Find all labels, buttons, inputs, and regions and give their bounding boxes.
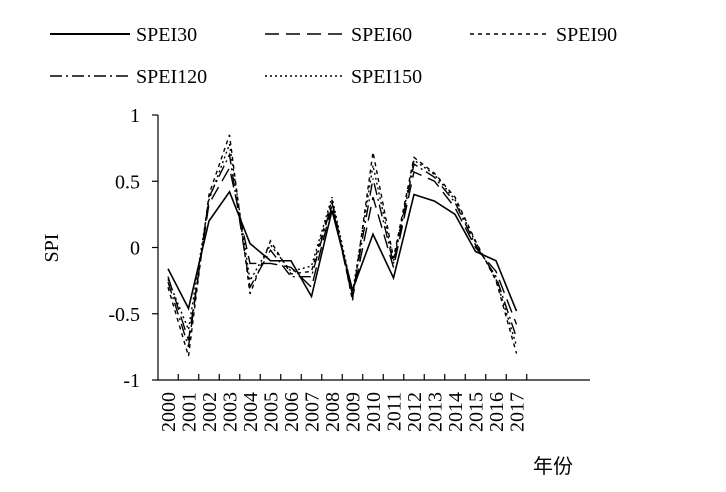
- x-tick-label: 2006: [281, 392, 303, 432]
- x-tick-label: 2005: [261, 392, 283, 432]
- x-tick-label: 2009: [343, 392, 365, 432]
- legend-item-spei30: SPEI30: [50, 24, 197, 46]
- x-tick-label: 2010: [363, 392, 385, 432]
- x-tick-label: 2000: [158, 392, 180, 432]
- x-tick-label: 2013: [425, 392, 447, 432]
- legend-label: SPEI150: [351, 66, 422, 88]
- y-axis-label: SPI: [41, 234, 63, 263]
- series-line-spei60: [167, 166, 518, 341]
- legend-label: SPEI60: [351, 24, 412, 46]
- legend-item-spei90: SPEI90: [470, 24, 617, 46]
- y-tick-label: -0.5: [108, 304, 140, 326]
- x-tick-label: 2004: [240, 392, 262, 432]
- x-tick-label: 2016: [486, 392, 508, 432]
- y-tick-label: 0: [130, 238, 140, 260]
- legend-label: SPEI90: [556, 24, 617, 46]
- x-tick-label: 2012: [404, 392, 426, 432]
- x-tick-label: 2015: [466, 392, 488, 432]
- x-axis: 2000200120022003200420052006200720082009…: [158, 374, 590, 432]
- series-line-spei120: [167, 152, 518, 348]
- y-tick-label: -1: [123, 370, 140, 392]
- x-tick-label: 2002: [199, 392, 221, 432]
- series-line-spei150: [167, 143, 518, 346]
- x-axis-label: 年份: [533, 455, 573, 478]
- y-tick-label: 1: [130, 105, 140, 127]
- plot-area: [167, 134, 518, 357]
- legend-item-spei120: SPEI120: [50, 66, 207, 88]
- x-tick-label: 2017: [507, 392, 529, 432]
- x-tick-label: 2007: [302, 392, 324, 432]
- legend-item-spei150: SPEI150: [265, 66, 422, 88]
- x-tick-label: 2003: [220, 392, 242, 432]
- legend-item-spei60: SPEI60: [265, 24, 412, 46]
- series-line-spei90: [167, 134, 518, 357]
- y-tick-label: 0.5: [115, 171, 140, 193]
- x-tick-label: 2014: [445, 392, 467, 432]
- legend-label: SPEI30: [136, 24, 197, 46]
- y-axis: 1 0.5 0 -0.5 -1: [108, 105, 159, 392]
- x-tick-label: 2011: [384, 392, 406, 431]
- legend-label: SPEI120: [136, 66, 207, 88]
- legend: SPEI30 SPEI60 SPEI90 SPEI120 SPEI150: [50, 24, 617, 88]
- x-tick-label: 2008: [322, 392, 344, 432]
- x-tick-label: 2001: [179, 392, 201, 432]
